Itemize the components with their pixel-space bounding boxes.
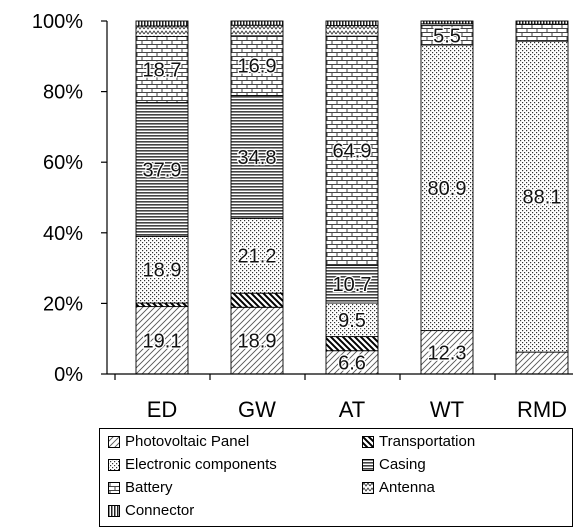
y-tick-label: 20%: [43, 293, 83, 315]
legend-swatch: [108, 436, 120, 448]
bar-at-electronic-components: [325, 302, 379, 338]
data-label: 10.7: [333, 274, 372, 296]
legend-label: Electronic components: [125, 456, 277, 473]
legend: Photovoltaic Panel Transportation Electron…: [99, 428, 573, 527]
legend-label: Transportation: [379, 433, 476, 450]
data-label: 5.5: [433, 25, 461, 47]
bar-ed-battery: [135, 36, 189, 103]
bar-ed-transportation: [135, 302, 189, 308]
x-axis: ED GW AT WT RMD: [107, 373, 573, 422]
legend-item-connector: Connector: [108, 502, 194, 520]
data-label: 37.9: [143, 159, 182, 181]
legend-item-transportation: Transportation: [362, 433, 475, 451]
bar-wt-photovoltaic-panel: [420, 330, 474, 375]
bar-rmd-battery: [515, 23, 569, 42]
x-tick-label: AT: [339, 397, 365, 422]
legend-item-photovoltaic-panel: Photovoltaic Panel: [108, 433, 249, 451]
bar-wt-connector: [420, 20, 474, 25]
bar-rmd-photovoltaic-panel: [515, 351, 569, 375]
y-tick-label: 100%: [32, 11, 83, 33]
legend-item-casing: Casing: [362, 456, 426, 474]
bar-gw-battery: [230, 35, 284, 96]
bar-ed-casing: [135, 102, 189, 237]
y-axis: 0% 20% 40% 60% 80% 100%: [32, 11, 108, 386]
bars: [135, 20, 569, 375]
y-tick-label: 80%: [43, 82, 83, 104]
data-label: 64.9: [333, 141, 372, 163]
legend-item-electronic-components: Electronic components: [108, 456, 277, 474]
data-label: 6.6: [338, 352, 366, 374]
bar-gw-antenna: [230, 24, 284, 37]
bar-at-battery: [325, 35, 379, 266]
bar-gw-connector: [230, 20, 284, 26]
data-label: 19.1: [143, 330, 182, 352]
legend-item-antenna: Antenna: [362, 479, 435, 497]
bar-ed-antenna: [135, 25, 189, 37]
x-tick-label: WT: [430, 397, 464, 422]
data-label: 16.9: [238, 56, 277, 78]
x-tick-label: ED: [147, 397, 178, 422]
data-label: 18.9: [143, 260, 182, 282]
legend-swatch: [362, 436, 374, 448]
bar-gw-electronic-components: [230, 217, 284, 294]
x-tick-label: RMD: [517, 397, 567, 422]
data-label: 80.9: [428, 178, 467, 200]
bar-rmd-electronic-components: [515, 40, 569, 353]
data-label: 34.8: [238, 147, 277, 169]
data-label: 18.9: [238, 331, 277, 353]
legend-item-battery: Battery: [108, 479, 173, 497]
data-labels: 19.1 18.9 37.9 18.7 18.9 21.2 34.8 16.9 6.6 9.5 10…: [141, 24, 562, 376]
legend-swatch: [108, 505, 120, 517]
data-label: 88.1: [523, 187, 562, 209]
bar-gw-transportation: [230, 292, 284, 308]
legend-swatch: [362, 482, 374, 494]
bar-ed-electronic-components: [135, 235, 189, 304]
legend-label: Photovoltaic Panel: [125, 433, 250, 450]
bar-at-antenna: [325, 25, 379, 37]
legend-label: Connector: [125, 502, 195, 519]
data-label: 12.3: [428, 342, 467, 364]
bar-at-transportation: [325, 336, 379, 352]
stacked-bar-chart: 0% 20% 40% 60% 80% 100% ED GW AT WT RMD 19.1 18.9 3…: [32, 11, 573, 422]
legend-swatch: [108, 482, 120, 494]
y-tick-label: 0%: [54, 364, 83, 386]
legend-label: Casing: [379, 456, 426, 473]
bar-rmd-connector: [515, 20, 569, 25]
bar-at-casing: [325, 264, 379, 304]
data-label: 9.5: [338, 310, 366, 332]
legend-label: Battery: [125, 479, 173, 496]
legend-swatch: [362, 459, 374, 471]
y-tick-label: 60%: [43, 152, 83, 174]
bar-at-connector: [325, 20, 379, 27]
x-tick-label: GW: [238, 397, 276, 422]
y-tick-label: 40%: [43, 223, 83, 245]
legend-swatch: [108, 459, 120, 471]
legend-label: Antenna: [379, 479, 435, 496]
data-label: 18.7: [143, 60, 182, 82]
bar-ed-connector: [135, 20, 189, 27]
data-label: 21.2: [238, 246, 277, 268]
